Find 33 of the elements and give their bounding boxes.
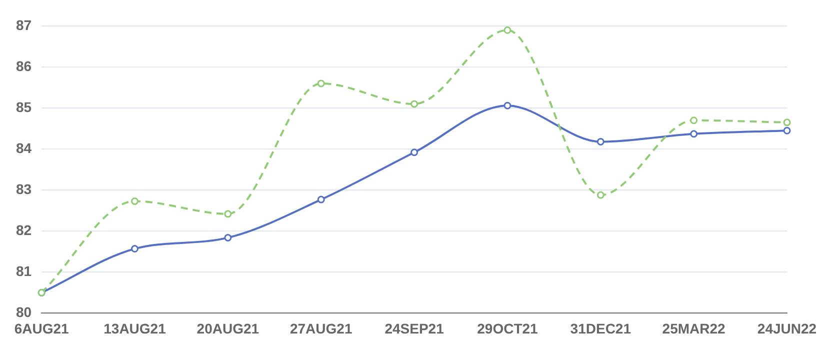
x-tick-label: 6AUG21	[14, 320, 70, 336]
point	[504, 102, 512, 110]
point	[131, 245, 138, 253]
point	[690, 116, 698, 124]
point	[410, 148, 418, 156]
point	[317, 196, 325, 204]
y-tick-label: 85	[16, 98, 32, 115]
y-tick-label: 83	[16, 180, 32, 197]
y-tick-label: 81	[16, 263, 32, 280]
y-tick-label: 84	[16, 140, 32, 156]
point	[596, 138, 604, 146]
y-tick-label: 82	[16, 222, 32, 238]
x-tick-label: 13AUG21	[104, 320, 166, 336]
x-tick-label: 29OCT21	[477, 320, 538, 336]
point	[504, 26, 512, 34]
point	[224, 234, 232, 242]
point	[690, 130, 698, 138]
point	[410, 100, 418, 108]
point	[596, 191, 604, 199]
x-tick-label: 25MAR22	[662, 320, 726, 336]
x-tick-label: 20AUG21	[196, 320, 260, 336]
point	[224, 210, 232, 218]
x-tick-label: 24SEP21	[384, 320, 444, 336]
point	[131, 197, 138, 205]
point	[783, 118, 791, 126]
point	[783, 126, 791, 134]
y-tick-label: 87	[16, 16, 32, 33]
point	[317, 80, 325, 88]
x-tick-label: 31DEC21	[570, 320, 632, 336]
y-tick-label: 86	[16, 58, 32, 74]
y-tick-label: 80	[16, 304, 32, 320]
x-tick-label: 24JUN22	[757, 320, 817, 336]
x-tick-label: 27AUG21	[290, 320, 352, 336]
